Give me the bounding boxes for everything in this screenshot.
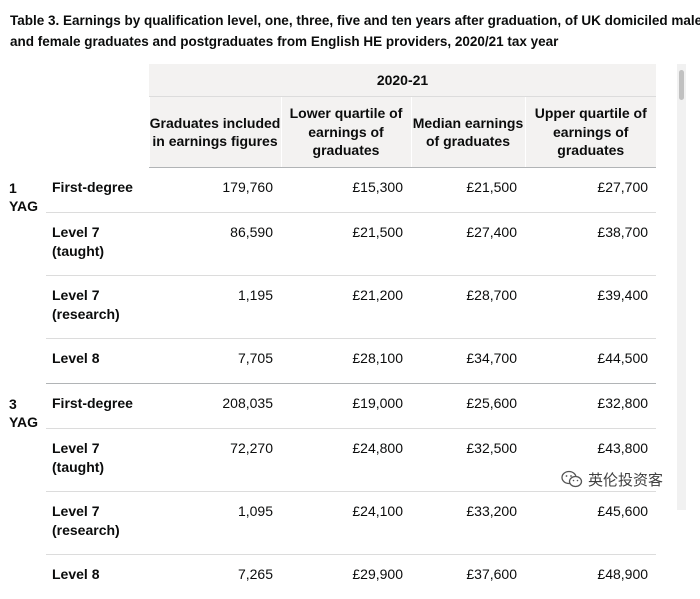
qualification-label: Level 7 (research) [46,492,149,555]
table-row: Level 8 7,705 £28,100 £34,700 £44,500 [0,339,656,384]
table-title-line-1: Table 3. Earnings by qualification level… [10,10,670,31]
graduates-count: 86,590 [149,213,281,276]
graduates-count: 7,705 [149,339,281,384]
column-header-graduates: Graduates included in earnings figures [149,97,281,168]
upper-quartile-value: £27,700 [525,168,656,213]
table-row: Level 7 (research) 1,095 £24,100 £33,200… [0,492,656,555]
upper-quartile-value: £39,400 [525,276,656,339]
upper-quartile-value: £38,700 [525,213,656,276]
qualification-label: Level 7 (research) [46,276,149,339]
table-title-line-2: and female graduates and postgraduates f… [10,31,670,52]
table-title: Table 3. Earnings by qualification level… [10,10,670,52]
vertical-scrollbar[interactable] [677,64,686,510]
median-value: £27,400 [411,213,525,276]
table-row: Level 7 (research) 1,195 £21,200 £28,700… [0,276,656,339]
graduates-count: 1,195 [149,276,281,339]
column-header-median: Median earnings of graduates [411,97,525,168]
table-row: Level 8 7,265 £29,900 £37,600 £48,900 [0,555,656,599]
yag-label: 3 YAG [0,384,46,599]
group-header: 2020-21 [149,64,656,97]
median-value: £25,600 [411,384,525,429]
lower-quartile-value: £21,500 [281,213,411,276]
median-value: £33,200 [411,492,525,555]
graduates-count: 1,095 [149,492,281,555]
header-blank-2 [0,97,149,168]
graduates-count: 7,265 [149,555,281,599]
median-value: £28,700 [411,276,525,339]
wechat-icon [561,470,583,488]
upper-quartile-value: £45,600 [525,492,656,555]
lower-quartile-value: £21,200 [281,276,411,339]
lower-quartile-value: £28,100 [281,339,411,384]
qualification-label: First-degree [46,384,149,429]
graduates-count: 179,760 [149,168,281,213]
upper-quartile-value: £44,500 [525,339,656,384]
median-value: £32,500 [411,429,525,492]
median-value: £37,600 [411,555,525,599]
header-blank [0,64,149,97]
qualification-label: First-degree [46,168,149,213]
median-value: £21,500 [411,168,525,213]
lower-quartile-value: £24,800 [281,429,411,492]
yag-label: 1 YAG [0,168,46,384]
lower-quartile-value: £29,900 [281,555,411,599]
lower-quartile-value: £15,300 [281,168,411,213]
lower-quartile-value: £19,000 [281,384,411,429]
qualification-label: Level 8 [46,339,149,384]
earnings-table: 2020-21 Graduates included in earnings f… [0,64,656,599]
watermark-text: 英伦投资客 [588,469,663,490]
median-value: £34,700 [411,339,525,384]
upper-quartile-value: £32,800 [525,384,656,429]
scrollbar-thumb[interactable] [679,70,684,100]
watermark: 英伦投资客 [558,468,666,490]
upper-quartile-value: £48,900 [525,555,656,599]
table-row: Level 7 (taught) 86,590 £21,500 £27,400 … [0,213,656,276]
graduates-count: 208,035 [149,384,281,429]
lower-quartile-value: £24,100 [281,492,411,555]
qualification-label: Level 8 [46,555,149,599]
column-header-upper-quartile: Upper quartile of earnings of graduates [525,97,656,168]
table-row: 1 YAG First-degree 179,760 £15,300 £21,5… [0,168,656,213]
table-row: 3 YAG First-degree 208,035 £19,000 £25,6… [0,384,656,429]
column-header-lower-quartile: Lower quartile of earnings of graduates [281,97,411,168]
qualification-label: Level 7 (taught) [46,213,149,276]
qualification-label: Level 7 (taught) [46,429,149,492]
graduates-count: 72,270 [149,429,281,492]
